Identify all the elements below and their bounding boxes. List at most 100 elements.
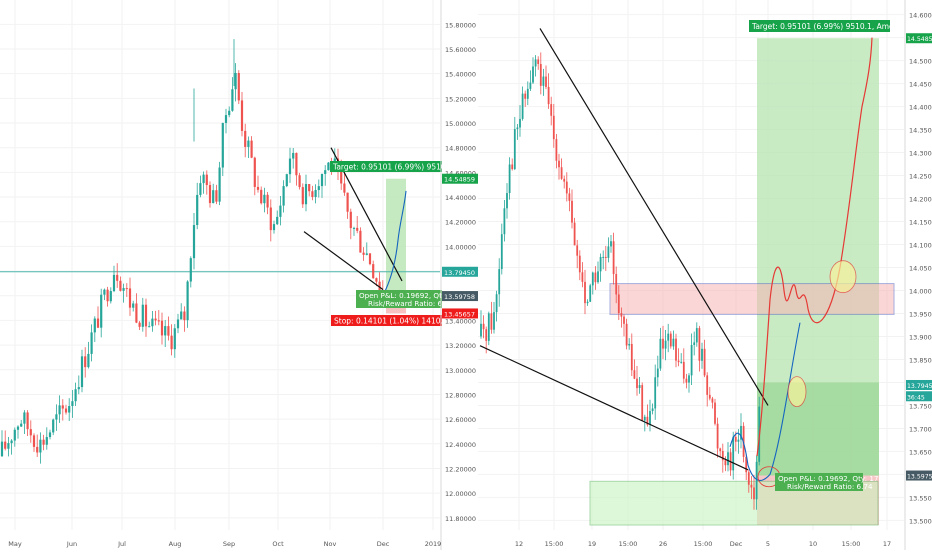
left-candle-body	[250, 140, 253, 158]
right-candle-body	[695, 328, 698, 343]
left-candle-body	[253, 157, 256, 187]
left-candle-body	[87, 353, 90, 368]
right-time-axis[interactable]: 12 15:00 19 15:00 26 15:00 Dec 5 10 15:00 17	[515, 540, 891, 548]
right-candle-body	[685, 378, 688, 383]
right-candle-body	[703, 348, 706, 376]
left-candle-body	[272, 224, 276, 231]
left-candle-body	[16, 426, 20, 430]
left-candle-body	[36, 446, 39, 453]
left-price-tag-bg	[442, 291, 478, 302]
left-projection-curve	[383, 190, 407, 294]
left-price-tag: 13.45657	[444, 310, 475, 318]
left-candle-body	[13, 429, 16, 441]
right-y-tick: 14.50000	[909, 58, 932, 66]
right-candle-body	[521, 93, 524, 119]
left-target-label[interactable]: Target: 0.95101 (6.99%) 9510.1, Amount: …	[330, 161, 523, 172]
right-candle-body	[589, 285, 592, 302]
left-candle-body	[106, 289, 109, 302]
right-y-tick: 13.50000	[909, 517, 932, 525]
right-y-tick: 14.05000	[909, 265, 932, 273]
right-x-tick: 5	[766, 540, 770, 548]
right-candle-body	[534, 59, 537, 67]
right-candle-body	[708, 394, 711, 399]
left-stop-text: Stop: 0.14101 (1.04%) 1410.1, Amount: 39…	[334, 317, 513, 326]
right-candle-body	[669, 333, 672, 347]
left-candle-body	[74, 389, 77, 402]
left-candle-body	[68, 406, 71, 413]
left-price-tag-bg	[442, 308, 478, 319]
right-candle-body	[617, 294, 620, 314]
right-candle-body	[519, 118, 521, 128]
right-candle-body	[545, 76, 547, 87]
right-candle-body	[747, 472, 750, 485]
right-y-tick: 13.55000	[909, 494, 932, 502]
right-chart-panel[interactable]: Target: 0.95101 (6.99%) 9510.1, Amount: …	[478, 0, 932, 550]
left-candle-body	[343, 183, 346, 193]
left-candle-body	[112, 274, 116, 292]
right-candle-body	[607, 246, 610, 258]
left-grid	[0, 0, 440, 530]
right-candle-body	[500, 234, 503, 270]
left-candle-body	[196, 194, 199, 226]
right-candle-body	[654, 377, 657, 409]
left-candle-body	[295, 152, 298, 176]
left-candle-body	[202, 174, 205, 184]
right-y-tick: 13.85000	[909, 356, 932, 364]
left-candle-body	[160, 320, 164, 336]
left-stop-label[interactable]: Stop: 0.14101 (1.04%) 1410.1, Amount: 39…	[331, 315, 513, 326]
left-candle-body	[93, 318, 96, 333]
left-chart-panel[interactable]: Target: 0.95101 (6.99%) 9510.1, Amount: …	[0, 0, 523, 550]
left-candle-body	[132, 303, 135, 308]
right-y-tick: 13.90000	[909, 333, 932, 341]
right-trendline-upper	[539, 28, 769, 406]
left-candle-body	[279, 205, 282, 217]
left-candle-body	[109, 291, 112, 302]
right-candle-body	[563, 178, 566, 182]
right-red-projection	[756, 37, 873, 457]
right-open-label[interactable]: Open P&L: 0.19692, Qty: 1772 Risk/Reward…	[775, 473, 888, 491]
left-candle-body	[167, 326, 170, 336]
left-candle-body	[170, 335, 173, 350]
right-candle-body	[586, 301, 589, 304]
right-candle-body	[503, 208, 506, 235]
right-candle-body	[558, 160, 560, 168]
left-candle-body	[180, 311, 183, 320]
right-candle-body	[625, 323, 628, 346]
left-x-tick: Oct	[272, 540, 284, 548]
left-candle-body	[378, 281, 381, 291]
right-y-tick: 14.20000	[909, 196, 932, 204]
left-candle-body	[164, 326, 167, 336]
left-candle-body	[340, 168, 343, 184]
left-candle-body	[186, 281, 189, 321]
left-candle-body	[151, 318, 154, 327]
right-candle-body	[734, 436, 737, 442]
right-candle-body	[599, 256, 602, 272]
left-y-tick: 13.00000	[445, 367, 476, 375]
right-candle-body	[524, 93, 527, 99]
right-target-label[interactable]: Target: 0.95101 (6.99%) 9510.1, Amount: …	[749, 20, 932, 32]
right-x-tick: 26	[659, 540, 667, 548]
right-candle-body	[664, 340, 667, 349]
left-x-tick: Jul	[117, 540, 126, 548]
right-candle-body	[690, 344, 693, 376]
right-candle-body	[532, 66, 534, 83]
left-candle-body	[96, 318, 100, 328]
left-candle-body	[365, 253, 368, 255]
left-candle-body	[39, 439, 42, 453]
left-candle-body	[368, 253, 372, 265]
left-y-tick: 15.00000	[445, 120, 476, 128]
left-candle-body	[298, 175, 301, 188]
left-time-axis[interactable]: May Jun Jul Aug Sep Oct Nov Dec 2019	[8, 540, 441, 548]
right-mid-highlight	[787, 376, 807, 408]
left-candle-body	[269, 207, 272, 231]
right-drawings	[479, 28, 873, 488]
left-price-axis[interactable]: 15.80000 15.60000 15.40000 15.20000 15.00000…	[445, 21, 476, 522]
right-candle-body	[555, 139, 558, 161]
left-y-tick: 14.00000	[445, 243, 476, 251]
right-x-tick: Dec	[730, 540, 743, 548]
right-candle-body	[584, 281, 586, 304]
left-open-label[interactable]: Open P&L: 0.19692, Qty: 1772 Risk/Reward…	[356, 290, 469, 308]
left-price-tag: 14.54859	[444, 176, 475, 184]
